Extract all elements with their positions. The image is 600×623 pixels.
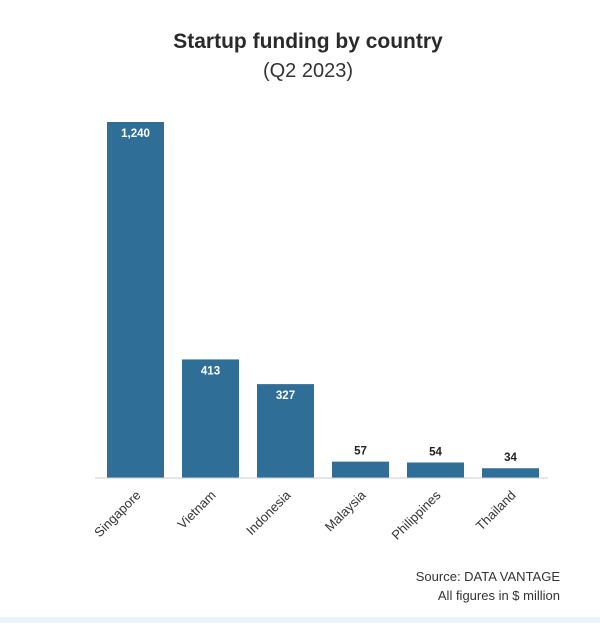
bar-malaysia <box>332 461 389 478</box>
value-label: 57 <box>354 446 367 458</box>
bottom-strip <box>0 617 600 623</box>
value-label: 327 <box>276 390 295 402</box>
x-tick-label: Singapore <box>91 488 144 541</box>
source-note: Source: DATA VANTAGE All figures in $ mi… <box>416 567 560 605</box>
chart-title: Startup funding by country <box>173 30 443 53</box>
value-labels-group: 1,240 413 327 57 54 34 <box>121 128 517 464</box>
chart-subtitle: (Q2 2023) <box>262 60 354 82</box>
x-tick-labels-group: Singapore Vietnam Indonesia Malaysia Philipp… <box>91 487 519 543</box>
bar-thailand <box>482 468 539 478</box>
x-tick-label: Thailand <box>473 488 519 534</box>
bar-philippines <box>407 462 464 478</box>
source-line: Source: DATA VANTAGE <box>415 569 560 584</box>
bar-indonesia <box>257 384 314 478</box>
x-tick-label: Vietnam <box>174 488 218 532</box>
value-label: 34 <box>504 452 517 464</box>
bars-group <box>107 122 539 478</box>
value-label: 413 <box>201 365 220 377</box>
units-note: All figures in $ million <box>437 588 560 603</box>
value-label: 1,240 <box>121 128 150 140</box>
bar-vietnam <box>182 359 239 478</box>
x-tick-label: Malaysia <box>322 487 369 534</box>
bar-singapore <box>107 122 164 478</box>
value-label: 54 <box>429 446 442 458</box>
x-tick-label: Philippines <box>389 487 444 542</box>
x-tick-label: Indonesia <box>243 487 294 538</box>
